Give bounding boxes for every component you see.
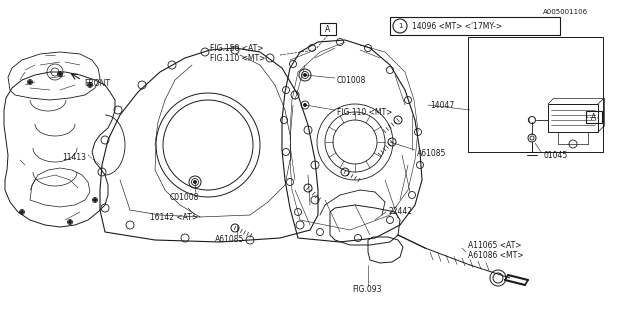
Text: A: A xyxy=(591,113,596,122)
Text: A61085: A61085 xyxy=(417,148,446,157)
Text: C01008: C01008 xyxy=(337,76,366,84)
Bar xyxy=(468,37,603,152)
Text: A11065 <AT>: A11065 <AT> xyxy=(468,241,522,250)
Text: 1: 1 xyxy=(526,117,530,123)
Text: 22442: 22442 xyxy=(388,207,412,217)
Text: 01045: 01045 xyxy=(543,150,567,159)
Circle shape xyxy=(58,73,61,76)
Bar xyxy=(320,23,336,35)
Circle shape xyxy=(68,220,72,223)
Text: FIG.150 <AT>: FIG.150 <AT> xyxy=(210,44,264,52)
Circle shape xyxy=(303,103,307,107)
Circle shape xyxy=(20,211,24,213)
Circle shape xyxy=(93,198,97,202)
Text: A61085: A61085 xyxy=(215,236,244,244)
Circle shape xyxy=(193,180,196,183)
Text: FIG.110 <MT>: FIG.110 <MT> xyxy=(337,108,392,116)
Text: 14047: 14047 xyxy=(430,100,454,109)
Circle shape xyxy=(303,74,307,76)
Bar xyxy=(586,111,602,123)
Bar xyxy=(548,104,598,132)
Circle shape xyxy=(88,84,92,86)
Text: 16142 <AT>: 16142 <AT> xyxy=(150,212,198,221)
Text: 14096 <MT> <'17MY->: 14096 <MT> <'17MY-> xyxy=(412,21,502,30)
Text: FIG.110 <MT>: FIG.110 <MT> xyxy=(210,53,266,62)
Text: 11413: 11413 xyxy=(62,153,86,162)
Text: A61086 <MT>: A61086 <MT> xyxy=(468,251,524,260)
Text: FIG.093: FIG.093 xyxy=(352,285,381,294)
Circle shape xyxy=(29,81,31,84)
Text: A: A xyxy=(325,25,331,34)
Text: 1: 1 xyxy=(397,23,403,29)
Text: C01008: C01008 xyxy=(170,193,200,202)
Text: FRONT: FRONT xyxy=(84,78,110,87)
Bar xyxy=(390,17,560,35)
Text: A005001106: A005001106 xyxy=(543,9,588,15)
